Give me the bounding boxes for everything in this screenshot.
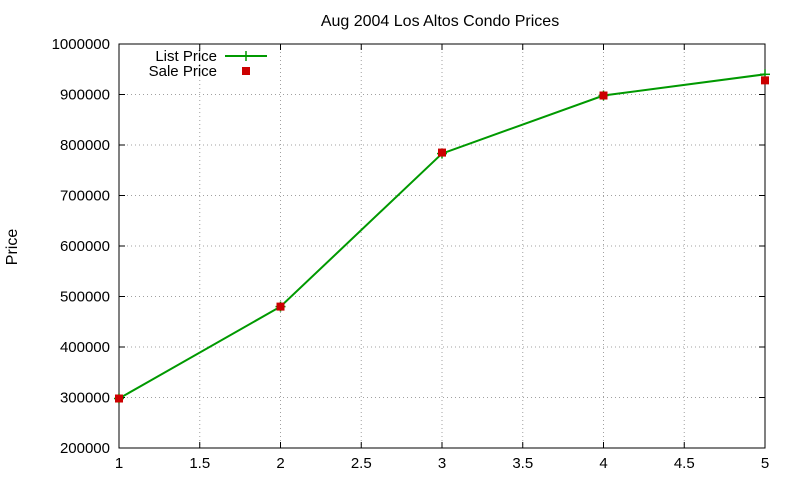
y-tick-label: 900000 xyxy=(60,87,110,104)
x-tick-label: 2 xyxy=(276,455,284,472)
y-tick-label: 700000 xyxy=(60,188,110,205)
x-tick-label: 2.5 xyxy=(351,455,372,472)
legend-marker-list-price xyxy=(241,51,251,61)
data-point-sale-price xyxy=(276,302,285,311)
series xyxy=(114,69,770,404)
tick-labels: 1 1.5 2 2.5 3 3.5 4 4.5 5 200000 300000 400000 50000… xyxy=(52,36,770,472)
x-tick-label: 3.5 xyxy=(512,455,533,472)
data-point-sale-price xyxy=(599,91,608,100)
legend-label-list-price: List Price xyxy=(155,48,217,65)
y-tick-label: 1000000 xyxy=(52,36,110,53)
y-tick-label: 500000 xyxy=(60,289,110,306)
y-tick-label: 200000 xyxy=(60,440,110,457)
y-tick-label: 400000 xyxy=(60,339,110,356)
x-tick-label: 4 xyxy=(599,455,607,472)
x-tick-label: 3 xyxy=(438,455,446,472)
legend-label-sale-price: Sale Price xyxy=(149,63,217,80)
x-tick-label: 1 xyxy=(115,455,123,472)
chart-title: Aug 2004 Los Altos Condo Prices xyxy=(321,13,559,30)
data-point-sale-price xyxy=(115,394,123,403)
y-tick-label: 600000 xyxy=(60,238,110,255)
x-tick-label: 1.5 xyxy=(189,455,210,472)
x-tick-label: 5 xyxy=(761,455,769,472)
data-point-sale-price xyxy=(761,76,769,85)
plot-frame xyxy=(118,43,766,449)
y-tick-label: 800000 xyxy=(60,137,110,154)
data-point-sale-price xyxy=(438,148,446,157)
y-axis-label: Price xyxy=(4,229,21,266)
legend: List Price Sale Price xyxy=(149,48,267,80)
x-tick-label: 4.5 xyxy=(674,455,695,472)
grid xyxy=(119,44,765,448)
y-tick-label: 300000 xyxy=(60,390,110,407)
legend-marker-sale-price xyxy=(242,67,250,75)
